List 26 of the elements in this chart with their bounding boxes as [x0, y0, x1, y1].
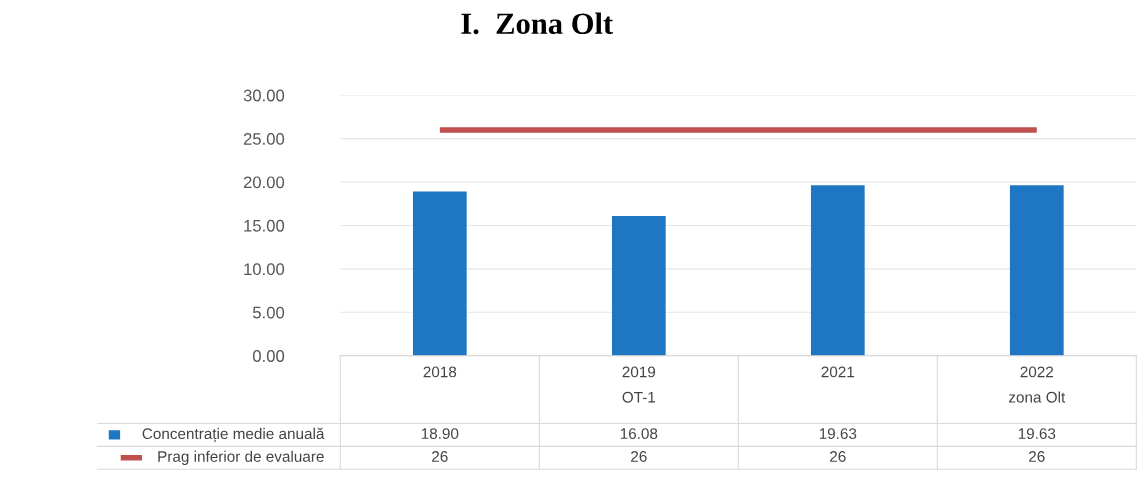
data-label: 26 — [830, 451, 846, 462]
y-tick-label: 5.00 — [252, 306, 285, 319]
data-label: 18.90 — [421, 428, 459, 440]
data-label: 19.63 — [1018, 428, 1056, 440]
bar — [810, 185, 865, 356]
chart-title: I. Zona Olt — [461, 12, 614, 35]
x-tick-label: 2019 OT-1 — [622, 366, 656, 403]
y-tick-label: 30.00 — [243, 89, 285, 102]
data-label: 19.63 — [819, 428, 857, 440]
y-tick-label: 25.00 — [243, 133, 285, 145]
data-label: 16.08 — [620, 428, 658, 440]
data-label: 26 — [1029, 451, 1045, 462]
bar — [1009, 185, 1064, 356]
x-tick-label: 2021 — [821, 366, 855, 378]
y-tick-label: 20.00 — [243, 176, 285, 189]
y-tick-label: 15.00 — [244, 219, 285, 232]
bar — [412, 191, 467, 356]
legend-label: Prag inferior de evaluare — [158, 450, 324, 465]
legend-label: Concentrație medie anuală — [142, 427, 325, 443]
x-tick-label: 2022 zona Olt — [1008, 366, 1066, 403]
y-tick-label: 10.00 — [244, 263, 285, 276]
y-tick-label: 0.00 — [252, 350, 285, 362]
data-label: 26 — [631, 451, 647, 462]
data-label: 26 — [432, 451, 448, 462]
x-tick-label: 2018 — [423, 366, 457, 378]
bar — [611, 216, 666, 356]
